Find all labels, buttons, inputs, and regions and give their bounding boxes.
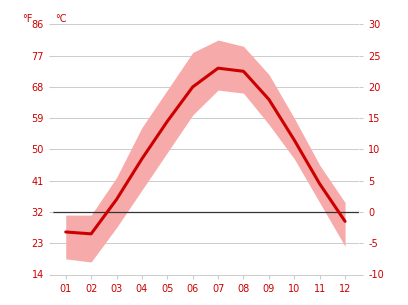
Text: °C: °C: [55, 14, 67, 24]
Text: °F: °F: [22, 14, 33, 24]
